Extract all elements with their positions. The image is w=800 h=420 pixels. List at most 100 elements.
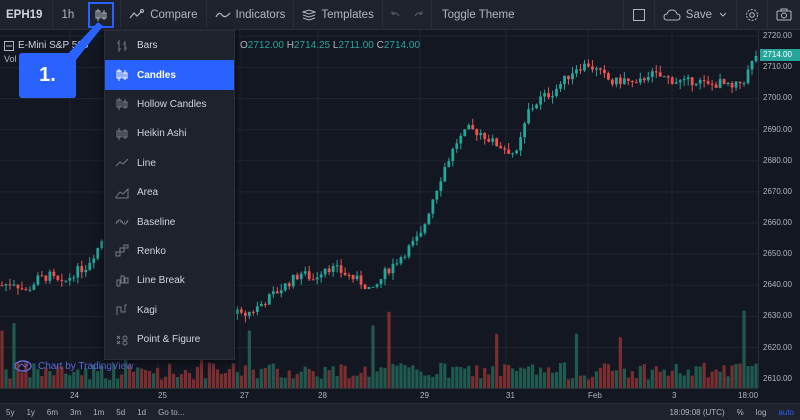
candle-body (435, 190, 439, 200)
percent-toggle[interactable]: % (736, 407, 744, 417)
chart-pane[interactable] (0, 30, 758, 388)
volume-bar (387, 311, 391, 388)
menu-item-kagi[interactable]: Kagi (105, 296, 234, 325)
menu-item-line-break[interactable]: Line Break (105, 266, 234, 295)
volume-bar (507, 365, 511, 388)
price-tick: 2710.00 (763, 62, 792, 72)
candle-body (714, 84, 718, 88)
redo-button[interactable] (407, 0, 431, 30)
volume-bar (72, 372, 76, 388)
volume-bar (626, 377, 630, 388)
volume-bar (132, 371, 136, 388)
toolbar-divider (430, 0, 432, 30)
menu-item-point-figure[interactable]: Point & Figure (105, 325, 234, 354)
high-value: 2714.25 (293, 40, 331, 51)
interval-button[interactable]: 1h (61, 8, 75, 21)
price-axis[interactable]: 2720.00 2710.00 2700.00 2690.00 2680.00 2670.… (758, 30, 800, 388)
price-chart[interactable] (0, 30, 758, 388)
volume-legend: Vol (4, 54, 17, 64)
volume-bar (255, 378, 259, 388)
menu-item-line[interactable]: Line (105, 149, 234, 178)
watermark-text: Chart by TradingView (38, 360, 134, 372)
range-5d[interactable]: 5d (116, 407, 126, 417)
fullscreen-button[interactable] (624, 0, 654, 30)
bottom-right-group: 18:09:08 (UTC) % log auto (663, 408, 800, 417)
volume-bar (175, 377, 180, 388)
candle-body (48, 271, 52, 281)
volume-bar (76, 369, 80, 388)
volume-bar (263, 367, 267, 388)
volume-bar (251, 369, 255, 388)
volume-bar (191, 379, 196, 388)
range-3m[interactable]: 3m (70, 407, 82, 417)
indicators-button[interactable]: Indicators (207, 0, 294, 30)
candle-body (455, 143, 459, 149)
snapshot-button[interactable] (768, 0, 800, 30)
candle-body (40, 275, 44, 277)
volume-bar (28, 377, 32, 388)
settings-button[interactable] (737, 0, 767, 30)
volume-bar (638, 365, 642, 388)
volume-bar (275, 368, 279, 388)
volume-bar (694, 366, 698, 388)
goto-button[interactable]: Go to... (158, 407, 185, 417)
candle-body (543, 93, 546, 97)
toggle-theme-button[interactable]: Toggle Theme (441, 8, 515, 21)
candle-body (84, 269, 88, 273)
templates-button[interactable]: Templates (294, 0, 381, 30)
candles-icon (95, 8, 107, 21)
range-1m[interactable]: 1m (93, 407, 105, 417)
candle-body (72, 277, 76, 279)
volume-bar (52, 375, 56, 388)
volume-bar (594, 371, 599, 388)
volume-bar (698, 366, 702, 388)
candle-body (347, 274, 351, 276)
menu-item-bars[interactable]: Bars (105, 31, 234, 60)
low-value: 2711.00 (338, 40, 374, 51)
range-1y[interactable]: 1y (26, 407, 35, 417)
volume-bar (207, 362, 212, 388)
line-break-icon (115, 274, 129, 288)
volume-bar (746, 366, 750, 388)
menu-item-hollow-candles[interactable]: Hollow Candles (105, 90, 234, 119)
clock: 18:09:08 (UTC) (669, 407, 725, 417)
volume-bar (654, 366, 658, 388)
area-icon (115, 186, 129, 200)
menu-item-area[interactable]: Area (105, 178, 234, 207)
candle-body (650, 71, 654, 77)
range-6m[interactable]: 6m (46, 407, 59, 417)
range-1d[interactable]: 1d (137, 407, 147, 417)
candle-body (399, 257, 403, 264)
menu-item-baseline[interactable]: Baseline (105, 207, 234, 236)
time-tick: 27 (240, 391, 249, 400)
time-tick: 3 (672, 391, 677, 400)
volume-bar (100, 365, 104, 388)
menu-item-renko[interactable]: Renko (105, 237, 234, 266)
candle-body (642, 78, 646, 81)
undo-button[interactable] (383, 0, 407, 30)
toolbar-divider (381, 0, 383, 30)
volume-bar (116, 378, 120, 388)
volume-bar (483, 367, 487, 388)
candle-body (339, 265, 343, 273)
symbol-search[interactable]: EPH19 (6, 8, 43, 21)
candle-body (754, 55, 758, 62)
tradingview-watermark[interactable]: Chart by TradingView (14, 360, 133, 372)
menu-item-candles[interactable]: Candles (105, 60, 234, 90)
volume-bar (48, 371, 52, 388)
time-axis[interactable]: 24 25 27 28 29 31 Feb 3 18:00 (0, 388, 758, 403)
range-5y[interactable]: 5y (6, 407, 15, 417)
candle-body (319, 274, 323, 278)
menu-item-heikin-ashi[interactable]: Heikin Ashi (105, 119, 234, 148)
compare-button[interactable]: Compare (121, 0, 205, 30)
candle-body (451, 148, 455, 162)
candle-body (726, 82, 730, 85)
save-button[interactable]: Save (655, 0, 736, 30)
log-toggle[interactable]: log (755, 407, 767, 417)
collapse-legend-icon[interactable] (4, 40, 14, 51)
volume-bar (144, 370, 148, 388)
save-label: Save (685, 8, 712, 21)
candle-body (407, 245, 411, 257)
auto-toggle[interactable]: auto (778, 407, 794, 417)
compare-label: Compare (150, 8, 198, 21)
